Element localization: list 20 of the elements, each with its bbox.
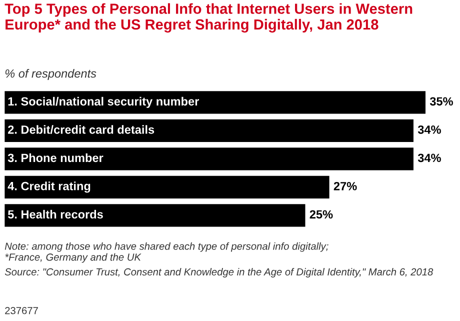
bar — [4, 119, 414, 142]
bar — [4, 176, 330, 198]
bar — [4, 91, 426, 114]
text: Note: among those who have shared each type of personal info digitally; *France, Germany and the UK — [4, 242, 328, 263]
text: 237677 — [5, 307, 38, 314]
data-label: 27% — [334, 182, 357, 190]
y-tick-label: 5. Health records — [8, 210, 103, 219]
data-label: 35% — [430, 97, 453, 106]
source-note: Source: "Consumer Trust, Consent and Knowledge in the Age of Digital Identity," March 6, 2018 — [4, 268, 434, 278]
data-label: 34% — [418, 125, 441, 134]
y-tick-label: 1. Social/national security number — [8, 96, 199, 108]
data-label: 25% — [310, 210, 333, 219]
bar — [4, 148, 414, 170]
y-tick-label: 4. Credit rating — [8, 182, 90, 193]
y-tick-label: 2. Debit/credit card details — [8, 125, 154, 134]
data-label: 34% — [418, 154, 441, 162]
bar — [4, 204, 306, 227]
y-tick-label: 3. Phone number — [8, 153, 104, 162]
chart-title: Top 5 Types of Personal Info that Internet Users in Western Europe* and the US Regret Sharing Digitally, Jan 2018 — [4, 3, 412, 33]
chart-subtitle: % of respondents — [5, 69, 96, 80]
